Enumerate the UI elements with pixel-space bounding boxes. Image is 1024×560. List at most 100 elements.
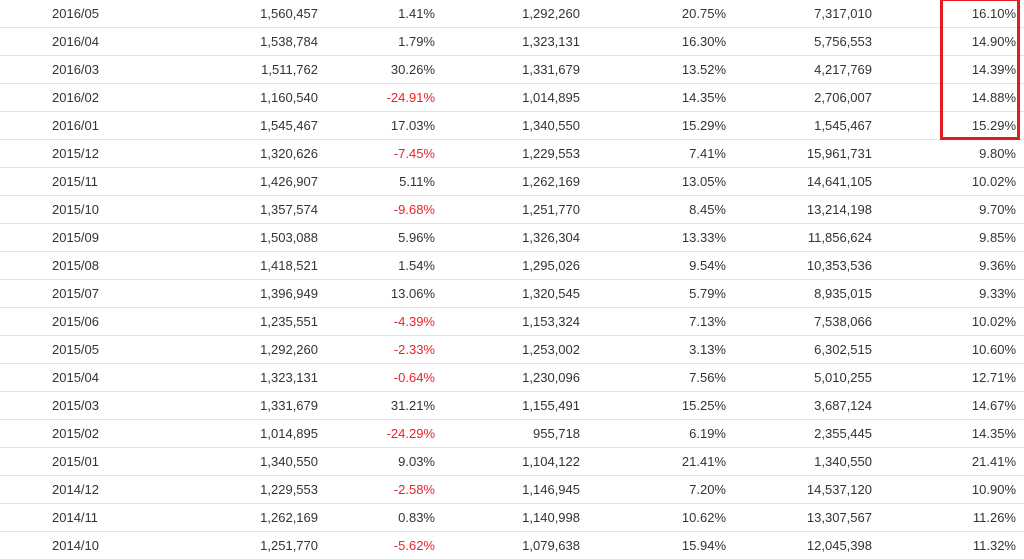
table-row: 2016/03 1,511,762 30.26% 1,331,679 13.52% 4,2… xyxy=(0,55,1024,85)
cumulative-revenue-cell: 1,545,467 xyxy=(728,111,874,141)
revenue-cell: 1,323,131 xyxy=(170,363,320,393)
prev-year-revenue-cell: 1,230,096 xyxy=(436,363,582,393)
yoy-change-cell: 15.29% xyxy=(582,111,728,141)
cumulative-yoy-cell: 16.10% xyxy=(874,0,1024,29)
cumulative-revenue-cell: 3,687,124 xyxy=(728,391,874,421)
revenue-cell: 1,545,467 xyxy=(170,111,320,141)
table-row: 2015/02 1,014,895 -24.29% 955,718 6.19% 2,355… xyxy=(0,419,1024,449)
month-cell: 2015/01 xyxy=(0,447,170,477)
mom-change-cell: -9.68% xyxy=(320,195,436,225)
yoy-change-cell: 10.62% xyxy=(582,503,728,533)
prev-year-revenue-cell: 1,331,679 xyxy=(436,55,582,85)
table-row: 2015/04 1,323,131 -0.64% 1,230,096 7.56% 5,01… xyxy=(0,363,1024,393)
month-cell: 2016/01 xyxy=(0,111,170,141)
cumulative-yoy-cell: 14.39% xyxy=(874,55,1024,85)
mom-change-cell: 30.26% xyxy=(320,55,436,85)
mom-change-cell: 1.41% xyxy=(320,0,436,29)
cumulative-revenue-cell: 7,538,066 xyxy=(728,307,874,337)
cumulative-revenue-cell: 13,214,198 xyxy=(728,195,874,225)
revenue-cell: 1,262,169 xyxy=(170,503,320,533)
cumulative-yoy-cell: 10.90% xyxy=(874,475,1024,505)
prev-year-revenue-cell: 1,140,998 xyxy=(436,503,582,533)
mom-change-cell: -24.29% xyxy=(320,419,436,449)
yoy-change-cell: 9.54% xyxy=(582,251,728,281)
cumulative-revenue-cell: 12,045,398 xyxy=(728,531,874,560)
cumulative-yoy-cell: 10.60% xyxy=(874,335,1024,365)
yoy-change-cell: 13.05% xyxy=(582,167,728,197)
month-cell: 2015/05 xyxy=(0,335,170,365)
cumulative-yoy-cell: 15.29% xyxy=(874,111,1024,141)
revenue-cell: 1,331,679 xyxy=(170,391,320,421)
prev-year-revenue-cell: 1,014,895 xyxy=(436,83,582,113)
revenue-cell: 1,014,895 xyxy=(170,419,320,449)
cumulative-yoy-cell: 9.80% xyxy=(874,139,1024,169)
cumulative-revenue-cell: 6,302,515 xyxy=(728,335,874,365)
table-row: 2015/07 1,396,949 13.06% 1,320,545 5.79% 8,93… xyxy=(0,279,1024,309)
mom-change-cell: 5.11% xyxy=(320,167,436,197)
revenue-cell: 1,229,553 xyxy=(170,475,320,505)
cumulative-yoy-cell: 9.70% xyxy=(874,195,1024,225)
mom-change-cell: -2.58% xyxy=(320,475,436,505)
prev-year-revenue-cell: 1,229,553 xyxy=(436,139,582,169)
revenue-cell: 1,503,088 xyxy=(170,223,320,253)
month-cell: 2015/11 xyxy=(0,167,170,197)
yoy-change-cell: 13.33% xyxy=(582,223,728,253)
cumulative-revenue-cell: 14,641,105 xyxy=(728,167,874,197)
yoy-change-cell: 15.94% xyxy=(582,531,728,560)
mom-change-cell: 31.21% xyxy=(320,391,436,421)
month-cell: 2015/09 xyxy=(0,223,170,253)
table-row: 2016/02 1,160,540 -24.91% 1,014,895 14.35% 2,… xyxy=(0,83,1024,113)
cumulative-yoy-cell: 10.02% xyxy=(874,307,1024,337)
mom-change-cell: 5.96% xyxy=(320,223,436,253)
table-row: 2015/06 1,235,551 -4.39% 1,153,324 7.13% 7,53… xyxy=(0,307,1024,337)
mom-change-cell: -2.33% xyxy=(320,335,436,365)
yoy-change-cell: 13.52% xyxy=(582,55,728,85)
revenue-cell: 1,160,540 xyxy=(170,83,320,113)
month-cell: 2014/12 xyxy=(0,475,170,505)
cumulative-revenue-cell: 1,340,550 xyxy=(728,447,874,477)
table-row: 2015/12 1,320,626 -7.45% 1,229,553 7.41% 15,9… xyxy=(0,139,1024,169)
yoy-change-cell: 15.25% xyxy=(582,391,728,421)
yoy-change-cell: 5.79% xyxy=(582,279,728,309)
prev-year-revenue-cell: 1,340,550 xyxy=(436,111,582,141)
mom-change-cell: 17.03% xyxy=(320,111,436,141)
yoy-change-cell: 7.13% xyxy=(582,307,728,337)
revenue-cell: 1,235,551 xyxy=(170,307,320,337)
prev-year-revenue-cell: 1,323,131 xyxy=(436,27,582,57)
month-cell: 2014/11 xyxy=(0,503,170,533)
cumulative-yoy-cell: 14.88% xyxy=(874,83,1024,113)
yoy-change-cell: 7.56% xyxy=(582,363,728,393)
yoy-change-cell: 16.30% xyxy=(582,27,728,57)
month-cell: 2016/03 xyxy=(0,55,170,85)
prev-year-revenue-cell: 1,079,638 xyxy=(436,531,582,560)
table-row: 2015/01 1,340,550 9.03% 1,104,122 21.41% 1,34… xyxy=(0,447,1024,477)
cumulative-revenue-cell: 2,706,007 xyxy=(728,83,874,113)
mom-change-cell: 0.83% xyxy=(320,503,436,533)
month-cell: 2015/12 xyxy=(0,139,170,169)
cumulative-yoy-cell: 14.90% xyxy=(874,27,1024,57)
mom-change-cell: -5.62% xyxy=(320,531,436,560)
revenue-cell: 1,511,762 xyxy=(170,55,320,85)
mom-change-cell: 1.79% xyxy=(320,27,436,57)
month-cell: 2015/06 xyxy=(0,307,170,337)
revenue-cell: 1,560,457 xyxy=(170,0,320,29)
month-cell: 2015/08 xyxy=(0,251,170,281)
cumulative-revenue-cell: 11,856,624 xyxy=(728,223,874,253)
mom-change-cell: -24.91% xyxy=(320,83,436,113)
yoy-change-cell: 8.45% xyxy=(582,195,728,225)
cumulative-yoy-cell: 9.85% xyxy=(874,223,1024,253)
prev-year-revenue-cell: 1,155,491 xyxy=(436,391,582,421)
cumulative-yoy-cell: 10.02% xyxy=(874,167,1024,197)
cumulative-revenue-cell: 5,010,255 xyxy=(728,363,874,393)
yoy-change-cell: 14.35% xyxy=(582,83,728,113)
yoy-change-cell: 7.41% xyxy=(582,139,728,169)
mom-change-cell: -0.64% xyxy=(320,363,436,393)
month-cell: 2015/10 xyxy=(0,195,170,225)
cumulative-yoy-cell: 9.33% xyxy=(874,279,1024,309)
table-row: 2015/03 1,331,679 31.21% 1,155,491 15.25% 3,6… xyxy=(0,391,1024,421)
yoy-change-cell: 7.20% xyxy=(582,475,728,505)
mom-change-cell: 1.54% xyxy=(320,251,436,281)
prev-year-revenue-cell: 1,292,260 xyxy=(436,0,582,29)
